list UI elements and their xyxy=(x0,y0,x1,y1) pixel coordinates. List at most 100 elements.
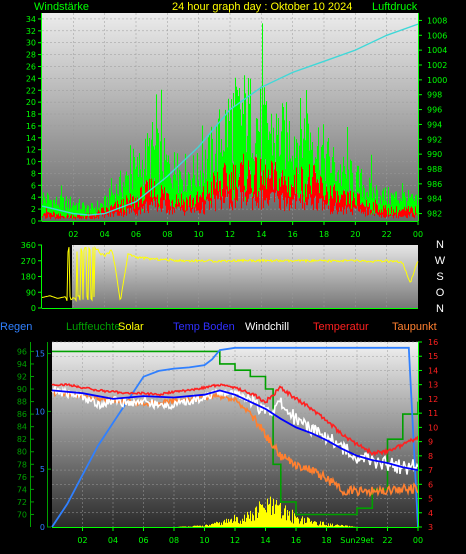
y-tick-label: 984 xyxy=(427,195,442,204)
compass-label: N xyxy=(436,239,444,251)
y-tick-label: 6 xyxy=(428,480,433,489)
y-tick-label: 16 xyxy=(26,122,36,131)
x-tick-label: 12 xyxy=(230,536,240,545)
x-tick-label: 22 xyxy=(382,536,392,545)
y-tick-label: 0 xyxy=(31,217,36,226)
humidity-axis: 70 72 74 76 78 80 82 84 86 88 90 92 94 96 xyxy=(17,342,34,527)
solar-series xyxy=(178,496,356,527)
x-tick-label: 06 xyxy=(138,536,148,545)
y-tick-label: 998 xyxy=(427,91,442,100)
windchill-line xyxy=(51,384,419,475)
y-tick-label: 86 xyxy=(17,410,27,419)
y-tick-label: 0 xyxy=(40,523,45,532)
y-tick-label: 6 xyxy=(31,181,36,190)
x-tick-label: 10 xyxy=(194,230,204,239)
y-tick-label: 82 xyxy=(17,435,27,444)
y-tick-label: 2 xyxy=(31,205,36,214)
y-tick-label: 1006 xyxy=(427,31,447,40)
y-tick-label: 70 xyxy=(17,510,27,519)
y-tick-label: 10 xyxy=(35,407,45,416)
y-tick-label: 26 xyxy=(26,62,36,71)
compass-label: S xyxy=(436,271,443,283)
y-tick-label: 9 xyxy=(428,438,433,447)
x-tick-label: 10 xyxy=(199,536,209,545)
y-tick-label: 88 xyxy=(17,398,27,407)
y-tick-label: 34 xyxy=(26,15,36,24)
y-tick-label: 32 xyxy=(26,27,36,36)
x-tick-label: 00 xyxy=(413,230,423,239)
pressure-line xyxy=(41,23,419,216)
x-tick-label: 08 xyxy=(162,230,172,239)
y-tick-label: 14 xyxy=(428,366,438,375)
y-tick-label: 0 xyxy=(31,304,36,313)
pressure-right-axis: 982 984 986 988 990 992 994 996 998 1000 1002 1004 1… xyxy=(418,13,447,221)
y-tick-label: 20 xyxy=(26,98,36,107)
x-tick-label: 20 xyxy=(350,230,360,239)
y-tick-label: 90 xyxy=(26,288,36,297)
y-tick-label: 24 xyxy=(26,74,36,83)
legend-taupunkt: Taupunkt xyxy=(392,321,437,333)
x-tick-label: 14 xyxy=(260,536,270,545)
compass-label: N xyxy=(436,303,444,315)
y-tick-label: 8 xyxy=(428,452,433,461)
wind-axis-label: Windstärke xyxy=(34,1,89,13)
y-tick-label: 18 xyxy=(26,110,36,119)
legend-luftfeuchte: Luftfeuchte xyxy=(66,321,120,333)
y-tick-label: 990 xyxy=(427,150,442,159)
y-tick-label: 80 xyxy=(17,448,27,457)
y-tick-label: 1004 xyxy=(427,46,447,55)
y-tick-label: 986 xyxy=(427,180,442,189)
y-tick-label: 30 xyxy=(26,39,36,48)
x-tick-label: 04 xyxy=(100,230,110,239)
legend-solar: Solar xyxy=(118,321,144,333)
y-tick-label: 22 xyxy=(26,86,36,95)
y-tick-label: 3 xyxy=(428,523,433,532)
winddir-series xyxy=(41,245,419,303)
y-tick-label: 76 xyxy=(17,473,27,482)
temp-ground-line xyxy=(51,389,419,471)
y-tick-label: 4 xyxy=(31,193,36,202)
y-tick-label: 992 xyxy=(427,135,442,144)
y-tick-label: 996 xyxy=(427,106,442,115)
y-tick-label: 15 xyxy=(428,352,438,361)
y-tick-label: 988 xyxy=(427,165,442,174)
top-x-axis: 02 04 06 08 10 12 14 16 18 20 22 00 xyxy=(42,221,423,239)
y-tick-label: 5 xyxy=(428,495,433,504)
legend-regen: Regen xyxy=(0,321,32,333)
y-tick-label: 72 xyxy=(17,498,27,507)
x-tick-label: 16 xyxy=(291,536,301,545)
y-tick-label: 1000 xyxy=(427,76,447,85)
x-tick-label: Sun29et xyxy=(340,536,373,545)
x-tick-label: 16 xyxy=(288,230,298,239)
pressure-axis-label: Luftdruck xyxy=(372,1,418,13)
y-tick-label: 78 xyxy=(17,460,27,469)
x-tick-label: 22 xyxy=(382,230,392,239)
y-tick-label: 13 xyxy=(428,381,438,390)
y-tick-label: 96 xyxy=(17,347,27,356)
temperature-line xyxy=(51,383,419,457)
x-tick-label: 18 xyxy=(321,536,331,545)
compass-label: O xyxy=(436,287,445,299)
compass-label: W xyxy=(435,255,446,267)
y-tick-label: 994 xyxy=(427,120,442,129)
y-tick-label: 74 xyxy=(17,485,27,494)
legend-temperatur: Temperatur xyxy=(313,321,369,333)
y-tick-label: 14 xyxy=(26,134,36,143)
y-tick-label: 11 xyxy=(428,409,438,418)
y-tick-label: 94 xyxy=(17,360,27,369)
y-tick-label: 90 xyxy=(17,385,27,394)
legend-temp-boden: Temp Boden xyxy=(173,321,235,333)
temp-axis: 3 4 5 6 7 8 9 10 11 12 13 14 15 16 xyxy=(418,338,438,532)
y-tick-label: 92 xyxy=(17,372,27,381)
x-tick-label: 04 xyxy=(108,536,118,545)
rain-axis: 0 5 10 15 xyxy=(35,342,51,532)
y-tick-label: 84 xyxy=(17,423,27,432)
y-tick-label: 15 xyxy=(35,350,45,359)
winddir-axis: 0 90 180 270 360 xyxy=(21,241,418,313)
x-tick-label: 14 xyxy=(256,230,266,239)
x-tick-label: 02 xyxy=(77,536,87,545)
y-tick-label: 10 xyxy=(26,158,36,167)
